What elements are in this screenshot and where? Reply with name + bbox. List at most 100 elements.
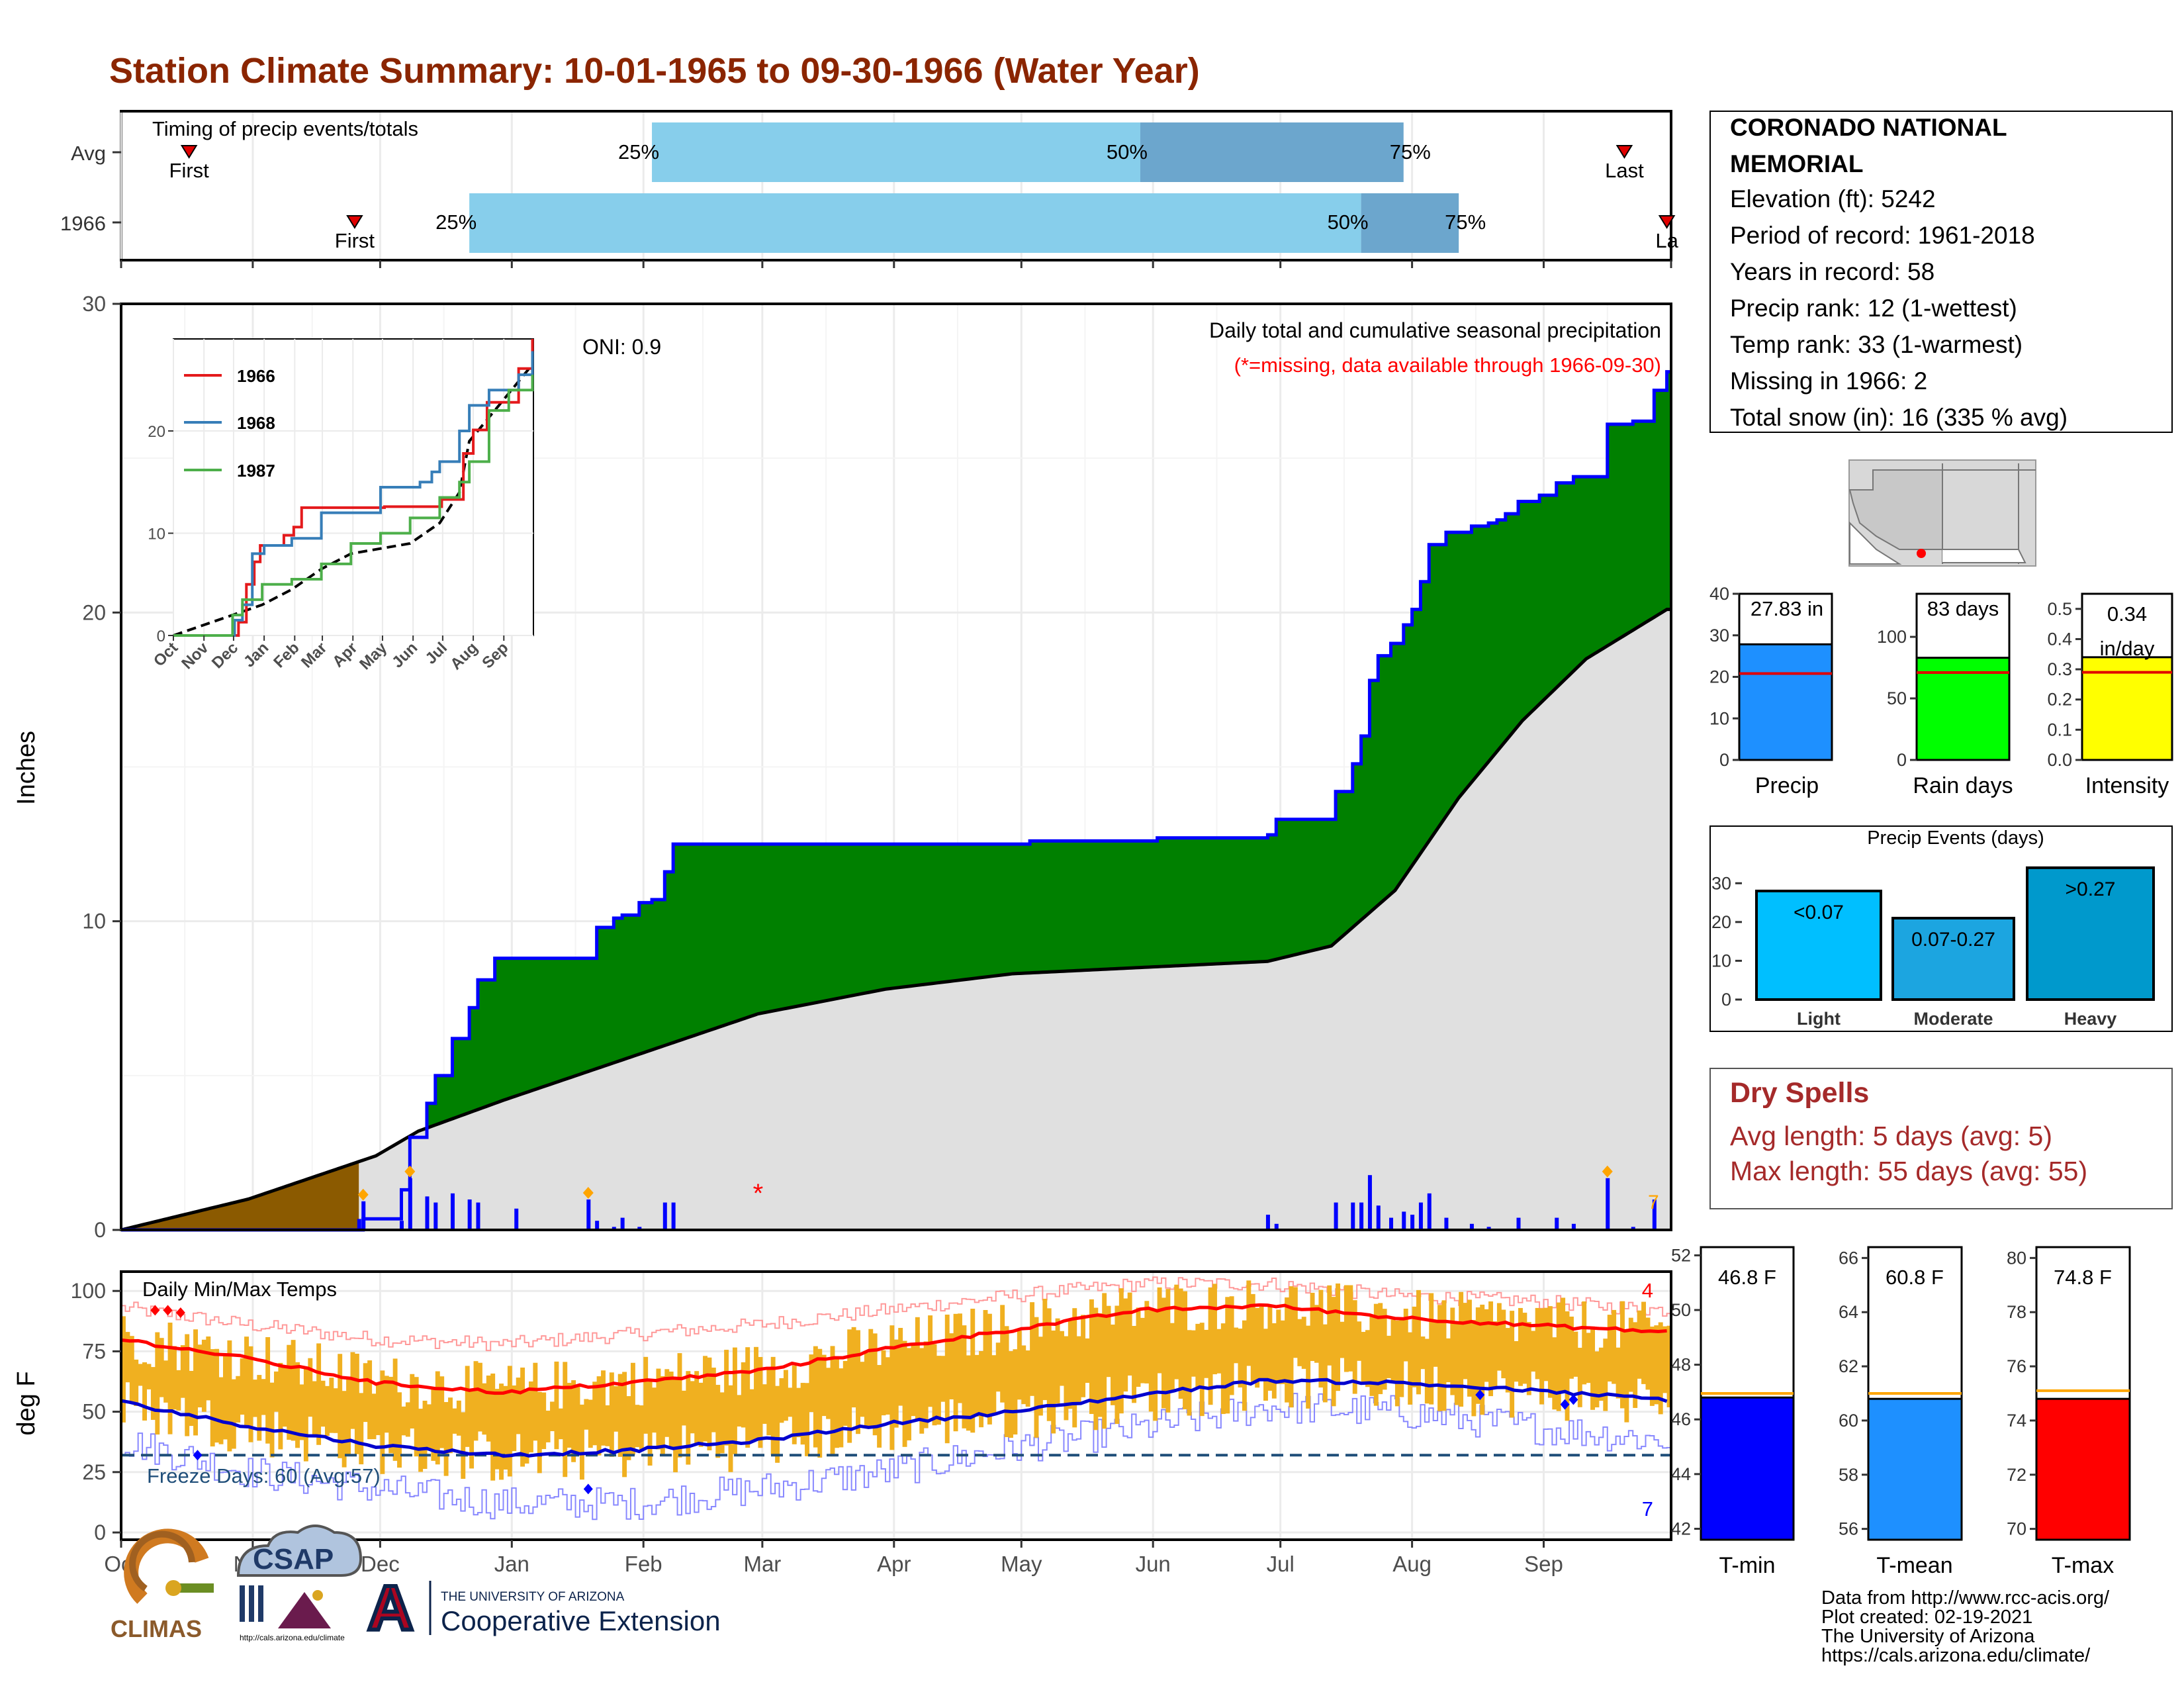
- daily-temp-bar: [1306, 1325, 1311, 1409]
- daily-temp-bar: [163, 1360, 169, 1403]
- daily-temp-bar: [1038, 1336, 1043, 1416]
- daily-temp-bar: [257, 1375, 262, 1441]
- inset-series-1987: [173, 375, 534, 637]
- daily-temp-bar: [1649, 1327, 1655, 1406]
- daily-precip-bar: [425, 1196, 430, 1230]
- daily-temp-bar: [647, 1379, 653, 1466]
- daily-temp-bar: [1242, 1320, 1247, 1411]
- daily-temp-bar: [1250, 1293, 1255, 1383]
- daily-temp-bar: [987, 1313, 992, 1425]
- daily-temp-bar: [847, 1329, 852, 1443]
- daily-temp-bar: [1055, 1318, 1060, 1404]
- daily-record-marker: [582, 1187, 594, 1199]
- daily-temp-bar: [839, 1368, 844, 1448]
- daily-temp-bar: [138, 1364, 143, 1386]
- month-tick-aug: Aug: [1392, 1552, 1432, 1576]
- daily-temp-bar: [668, 1372, 674, 1448]
- daily-temp-bar: [499, 1383, 504, 1480]
- events-y-tick: 30: [1711, 873, 1731, 893]
- daily-precip-bar: [586, 1199, 591, 1230]
- daily-precip-bar: [1606, 1178, 1610, 1230]
- temp-summary-y-tick: 56: [1839, 1519, 1858, 1539]
- daily-temp-bar: [1255, 1307, 1260, 1388]
- cumulative-precip-line: [121, 370, 1671, 1232]
- daily-temp-bar: [1076, 1336, 1081, 1403]
- daily-temp-bar: [1165, 1289, 1171, 1413]
- daily-temp-bar: [1123, 1298, 1128, 1392]
- daily-temp-bar: [919, 1348, 925, 1434]
- daily-temp-bar: [1204, 1329, 1209, 1378]
- record-low-count: 7: [1642, 1497, 1653, 1521]
- daily-temp-bar: [1463, 1303, 1468, 1380]
- station-info: CORONADO NATIONAL MEMORIAL Elevation (ft…: [1709, 111, 2173, 433]
- daily-temp-bar: [1654, 1325, 1659, 1405]
- daily-temp-bar: [1598, 1347, 1604, 1401]
- timing-bar-50-75: [1140, 122, 1404, 182]
- daily-temp-bar: [1441, 1300, 1447, 1411]
- daily-temp-bar: [1552, 1337, 1557, 1410]
- daily-temp-bar: [949, 1333, 954, 1399]
- daily-temp-bar: [129, 1336, 134, 1403]
- temp-summary-y-tick: 44: [1671, 1464, 1691, 1484]
- daily-temp-bar: [448, 1397, 453, 1454]
- daily-temp-bar: [1565, 1311, 1570, 1421]
- daily-temp-bar: [1561, 1297, 1566, 1392]
- daily-temp-bar: [830, 1346, 835, 1457]
- daily-temp-bar: [303, 1368, 308, 1462]
- daily-temp-bar: [469, 1391, 475, 1469]
- daily-temp-bar: [1399, 1319, 1404, 1397]
- daily-temp-bar: [851, 1327, 856, 1408]
- precip-y-tick: 10: [82, 910, 106, 933]
- daily-temp-bar: [210, 1349, 215, 1447]
- daily-temp-bar: [563, 1362, 568, 1477]
- daily-temp-bar: [371, 1393, 377, 1440]
- daily-temp-bar: [278, 1362, 283, 1450]
- inset-y-tick: 10: [148, 526, 165, 543]
- daily-temp-bar: [860, 1362, 865, 1417]
- daily-temp-bar: [1492, 1321, 1498, 1387]
- month-tick-sep: Sep: [1524, 1552, 1563, 1576]
- daily-temp-bar: [503, 1385, 508, 1470]
- daily-temp-bar: [1641, 1301, 1647, 1384]
- dry-spells: Dry Spells Avg length: 5 days (avg: 5) M…: [1709, 1068, 2173, 1209]
- daily-precip-bar: [450, 1193, 455, 1230]
- daily-temp-bar: [473, 1361, 478, 1441]
- daily-temp-bar: [380, 1370, 385, 1474]
- daily-temp-bar: [694, 1371, 700, 1445]
- summary-y-tick: 10: [1709, 708, 1729, 728]
- daily-temp-bar: [690, 1381, 695, 1434]
- summary-y-tick: 0.2: [2047, 690, 2072, 710]
- daily-temp-bar: [928, 1315, 933, 1407]
- daily-temp-bar: [1539, 1308, 1545, 1405]
- daily-temp-bar: [601, 1370, 606, 1446]
- daily-temp-bar: [579, 1404, 584, 1480]
- daily-temp-bar: [1238, 1329, 1243, 1387]
- events-bar-heavy: [2026, 866, 2155, 1002]
- daily-precip-bar: [1631, 1227, 1635, 1230]
- summary-bar-precip: [1738, 643, 1833, 761]
- daily-temp-bar: [1276, 1309, 1281, 1384]
- timing-label-50: 50%: [1107, 140, 1148, 164]
- inset-y-tick: 0: [157, 628, 165, 645]
- daily-temp-bar: [1505, 1328, 1510, 1393]
- daily-temp-bar: [287, 1344, 292, 1440]
- temp-summary-label-0: T-min: [1719, 1553, 1776, 1578]
- precip-y-tick: 0: [94, 1218, 106, 1242]
- daily-temp-bar: [1225, 1297, 1230, 1414]
- daily-precip-bar: [1418, 1202, 1423, 1230]
- daily-precip-bar: [1652, 1199, 1657, 1230]
- climas-logo: CLIMAS: [111, 1528, 214, 1642]
- daily-temp-bar: [944, 1314, 950, 1444]
- daily-temp-bar: [418, 1409, 424, 1472]
- temp-summary-y-tick: 80: [2007, 1248, 2026, 1268]
- timing-label-first: First: [169, 159, 210, 182]
- daily-temp-bar: [1454, 1321, 1459, 1405]
- temp-summary-y-tick: 66: [1839, 1248, 1858, 1268]
- summary-value-0: 27.83 in: [1751, 597, 1823, 620]
- daily-temp-bar: [291, 1340, 296, 1441]
- timing-label-25: 25%: [618, 140, 659, 164]
- timing-marker-first: [180, 145, 198, 159]
- daily-temp-bar: [197, 1344, 203, 1408]
- daily-temp-bar: [1340, 1321, 1345, 1358]
- daily-temp-bar: [617, 1374, 623, 1457]
